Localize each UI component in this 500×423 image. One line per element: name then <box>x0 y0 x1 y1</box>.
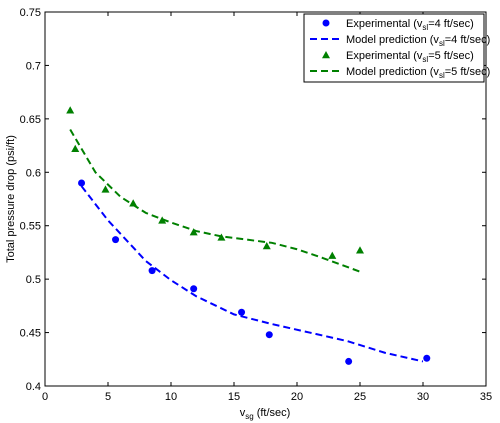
y-tick-label: 0.6 <box>26 167 41 179</box>
y-tick-label: 0.5 <box>26 274 41 286</box>
x-tick-label: 30 <box>417 391 429 403</box>
data-point-triangle <box>328 251 337 259</box>
data-point-circle <box>423 354 431 362</box>
y-tick-label: 0.75 <box>20 7 41 19</box>
x-tick-label: 15 <box>228 391 240 403</box>
legend: Experimental (vsl=4 ft/sec) Model predict… <box>303 13 490 83</box>
legend-label: Experimental (vsl=4 ft/sec) <box>346 18 474 32</box>
x-tick-label: 5 <box>105 391 111 403</box>
data-point-circle <box>238 308 246 316</box>
y-tick-label: 0.7 <box>26 60 41 72</box>
legend-label: Model prediction (vsl=5 ft/sec) <box>346 66 490 80</box>
data-point-triangle <box>66 106 75 114</box>
legend-label: Model prediction (vsl=4 ft/sec) <box>346 34 490 48</box>
y-tick-label: 0.65 <box>20 114 41 126</box>
axis-ticks: 0 5 10 15 20 25 30 35 0.4 0.45 0.5 0.55 0.6 0.65 0.7 0.… <box>20 7 493 403</box>
data-point-triangle <box>189 228 198 236</box>
data-point-circle <box>78 179 86 187</box>
x-tick-label: 10 <box>165 391 177 403</box>
y-tick-label: 0.45 <box>20 328 41 340</box>
data-point-triangle <box>217 233 226 241</box>
data-point-triangle <box>129 199 138 207</box>
data-point-triangle <box>262 242 271 250</box>
y-tick-label: 0.55 <box>20 221 41 233</box>
model-line-3 <box>69 129 361 273</box>
data-point-triangle <box>101 185 110 193</box>
x-axis-title: vsg (ft/sec) <box>240 407 291 421</box>
series-layer <box>66 106 431 365</box>
data-point-circle <box>345 357 353 365</box>
x-tick-label: 25 <box>354 391 366 403</box>
y-tick-label: 0.4 <box>26 381 41 393</box>
legend-circle-swatch <box>322 19 330 27</box>
y-axis-title: Total pressure drop (psi/ft) <box>5 135 17 263</box>
data-point-circle <box>148 267 156 275</box>
data-point-triangle <box>71 144 80 152</box>
data-point-circle <box>190 285 198 293</box>
x-tick-label: 0 <box>42 391 48 403</box>
legend-label: Experimental (vsl=5 ft/sec) <box>346 50 474 64</box>
data-point-triangle <box>356 246 364 254</box>
legend-triangle-swatch <box>322 51 330 59</box>
data-point-circle <box>112 236 120 244</box>
model-line-1 <box>80 185 424 363</box>
x-tick-label: 20 <box>291 391 303 403</box>
x-tick-label: 35 <box>480 391 492 403</box>
data-point-circle <box>265 331 273 339</box>
